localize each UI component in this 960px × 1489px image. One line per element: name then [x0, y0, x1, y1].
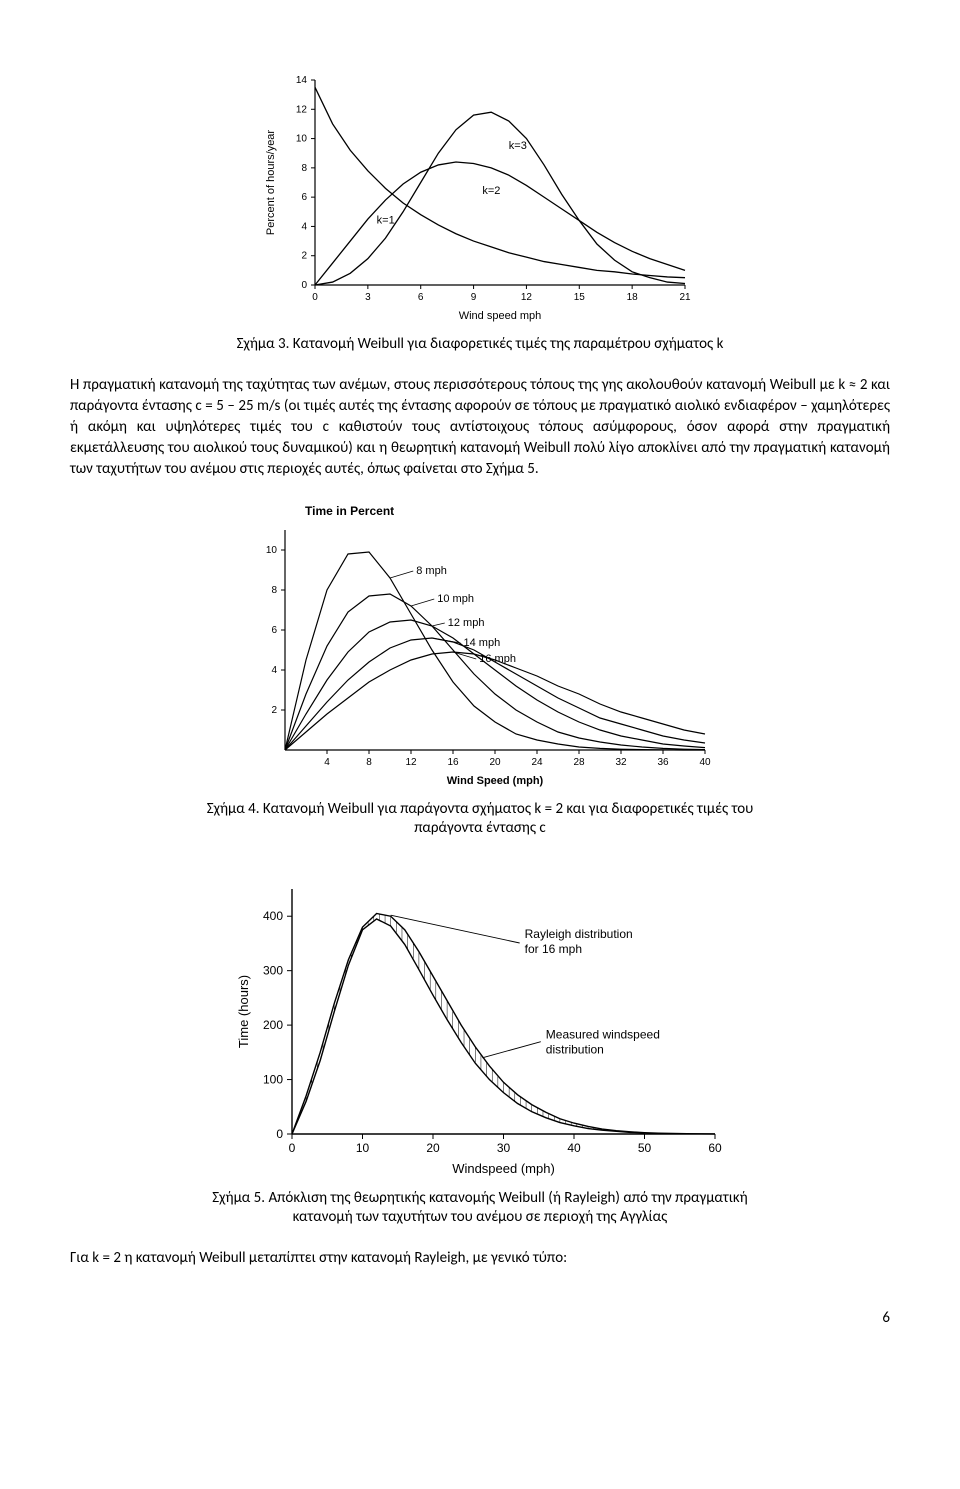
svg-text:2: 2 [301, 251, 307, 262]
svg-text:10 mph: 10 mph [437, 593, 474, 605]
chart-1-container: 0 3 6 9 12 15 18 21 0 2 4 6 8 10 12 14 Wind speed mph Per… [70, 70, 890, 325]
svg-text:12: 12 [296, 104, 308, 115]
weibull-c-chart: Time in Percent481216202428323640246810W… [240, 500, 720, 790]
caption-1: Σχήμα 3. Κατανομή Weibull για διαφορετικ… [70, 335, 890, 355]
svg-text:300: 300 [263, 963, 283, 977]
weibull-k-chart: 0 3 6 9 12 15 18 21 0 2 4 6 8 10 12 14 Wind speed mph Per… [260, 70, 700, 325]
svg-text:12 mph: 12 mph [448, 617, 485, 629]
svg-text:9: 9 [471, 292, 477, 303]
svg-text:8: 8 [271, 585, 277, 596]
svg-text:4: 4 [324, 757, 330, 768]
svg-text:2: 2 [271, 705, 277, 716]
svg-text:15: 15 [574, 292, 586, 303]
svg-text:40: 40 [567, 1141, 581, 1155]
svg-text:k=2: k=2 [482, 185, 500, 197]
svg-text:8: 8 [366, 757, 372, 768]
svg-text:8 mph: 8 mph [416, 565, 447, 577]
svg-text:10: 10 [296, 134, 308, 145]
svg-text:k=1: k=1 [377, 215, 395, 227]
svg-text:100: 100 [263, 1072, 283, 1086]
svg-text:14 mph: 14 mph [464, 637, 501, 649]
svg-text:0: 0 [312, 292, 318, 303]
caption-2: Σχήμα 4. Κατανομή Weibull για παράγοντα … [70, 800, 890, 839]
svg-text:16: 16 [447, 757, 459, 768]
svg-text:50: 50 [638, 1141, 652, 1155]
paragraph-1: Η πραγματική κατανομή της ταχύτητας των … [70, 375, 890, 480]
svg-text:Windspeed (mph): Windspeed (mph) [452, 1161, 555, 1176]
chart-2-container: Time in Percent481216202428323640246810W… [70, 500, 890, 790]
svg-text:0: 0 [289, 1141, 296, 1155]
chart-3-container: 0 10 20 30 40 50 60 0 100 200 300 400 Windspeed (mph… [70, 869, 890, 1179]
svg-text:0: 0 [301, 280, 307, 291]
svg-text:0: 0 [276, 1127, 283, 1141]
svg-text:8: 8 [301, 163, 307, 174]
svg-text:k=3: k=3 [509, 140, 527, 152]
svg-text:4: 4 [301, 221, 307, 232]
svg-text:20: 20 [489, 757, 501, 768]
rayleigh-vs-measured-chart: 0 10 20 30 40 50 60 0 100 200 300 400 Windspeed (mph… [230, 869, 730, 1179]
svg-text:distribution: distribution [546, 1042, 604, 1056]
svg-text:12: 12 [521, 292, 533, 303]
svg-text:Wind Speed (mph): Wind Speed (mph) [447, 775, 544, 787]
svg-text:200: 200 [263, 1018, 283, 1032]
svg-text:14: 14 [296, 75, 308, 86]
svg-text:18: 18 [627, 292, 639, 303]
svg-text:400: 400 [263, 909, 283, 923]
svg-text:36: 36 [657, 757, 669, 768]
svg-text:Time (hours): Time (hours) [236, 974, 251, 1047]
svg-text:24: 24 [531, 757, 543, 768]
svg-text:6: 6 [271, 625, 277, 636]
caption-2-line-2: παράγοντα έντασης c [414, 819, 546, 837]
svg-text:21: 21 [679, 292, 691, 303]
svg-text:20: 20 [426, 1141, 440, 1155]
svg-text:4: 4 [271, 665, 277, 676]
svg-text:60: 60 [708, 1141, 722, 1155]
svg-text:32: 32 [615, 757, 627, 768]
svg-text:Measured windspeed: Measured windspeed [546, 1027, 660, 1041]
caption-3-line-2: κατανομή των ταχυτήτων του ανέμου σε περ… [293, 1208, 668, 1226]
svg-text:28: 28 [573, 757, 585, 768]
svg-text:Rayleigh distribution: Rayleigh distribution [525, 927, 633, 941]
svg-text:10: 10 [356, 1141, 370, 1155]
svg-text:12: 12 [405, 757, 417, 768]
svg-text:for 16 mph: for 16 mph [525, 942, 582, 956]
svg-text:Wind speed mph: Wind speed mph [459, 310, 542, 322]
svg-text:40: 40 [699, 757, 711, 768]
svg-text:30: 30 [497, 1141, 511, 1155]
caption-3: Σχήμα 5. Απόκλιση της θεωρητικής κατανομ… [70, 1189, 890, 1228]
svg-text:16 mph: 16 mph [479, 653, 516, 665]
caption-3-line-1: Σχήμα 5. Απόκλιση της θεωρητικής κατανομ… [212, 1189, 747, 1207]
page-number: 6 [70, 1309, 890, 1327]
svg-text:10: 10 [266, 545, 278, 556]
caption-2-line-1: Σχήμα 4. Κατανομή Weibull για παράγοντα … [207, 800, 754, 818]
svg-text:Percent of hours/year: Percent of hours/year [265, 130, 277, 236]
svg-text:Time in Percent: Time in Percent [305, 504, 394, 518]
svg-text:6: 6 [301, 192, 307, 203]
paragraph-2: Για k = 2 η κατανομή Weibull μεταπίπτει … [70, 1248, 890, 1269]
svg-text:6: 6 [418, 292, 424, 303]
svg-text:3: 3 [365, 292, 371, 303]
